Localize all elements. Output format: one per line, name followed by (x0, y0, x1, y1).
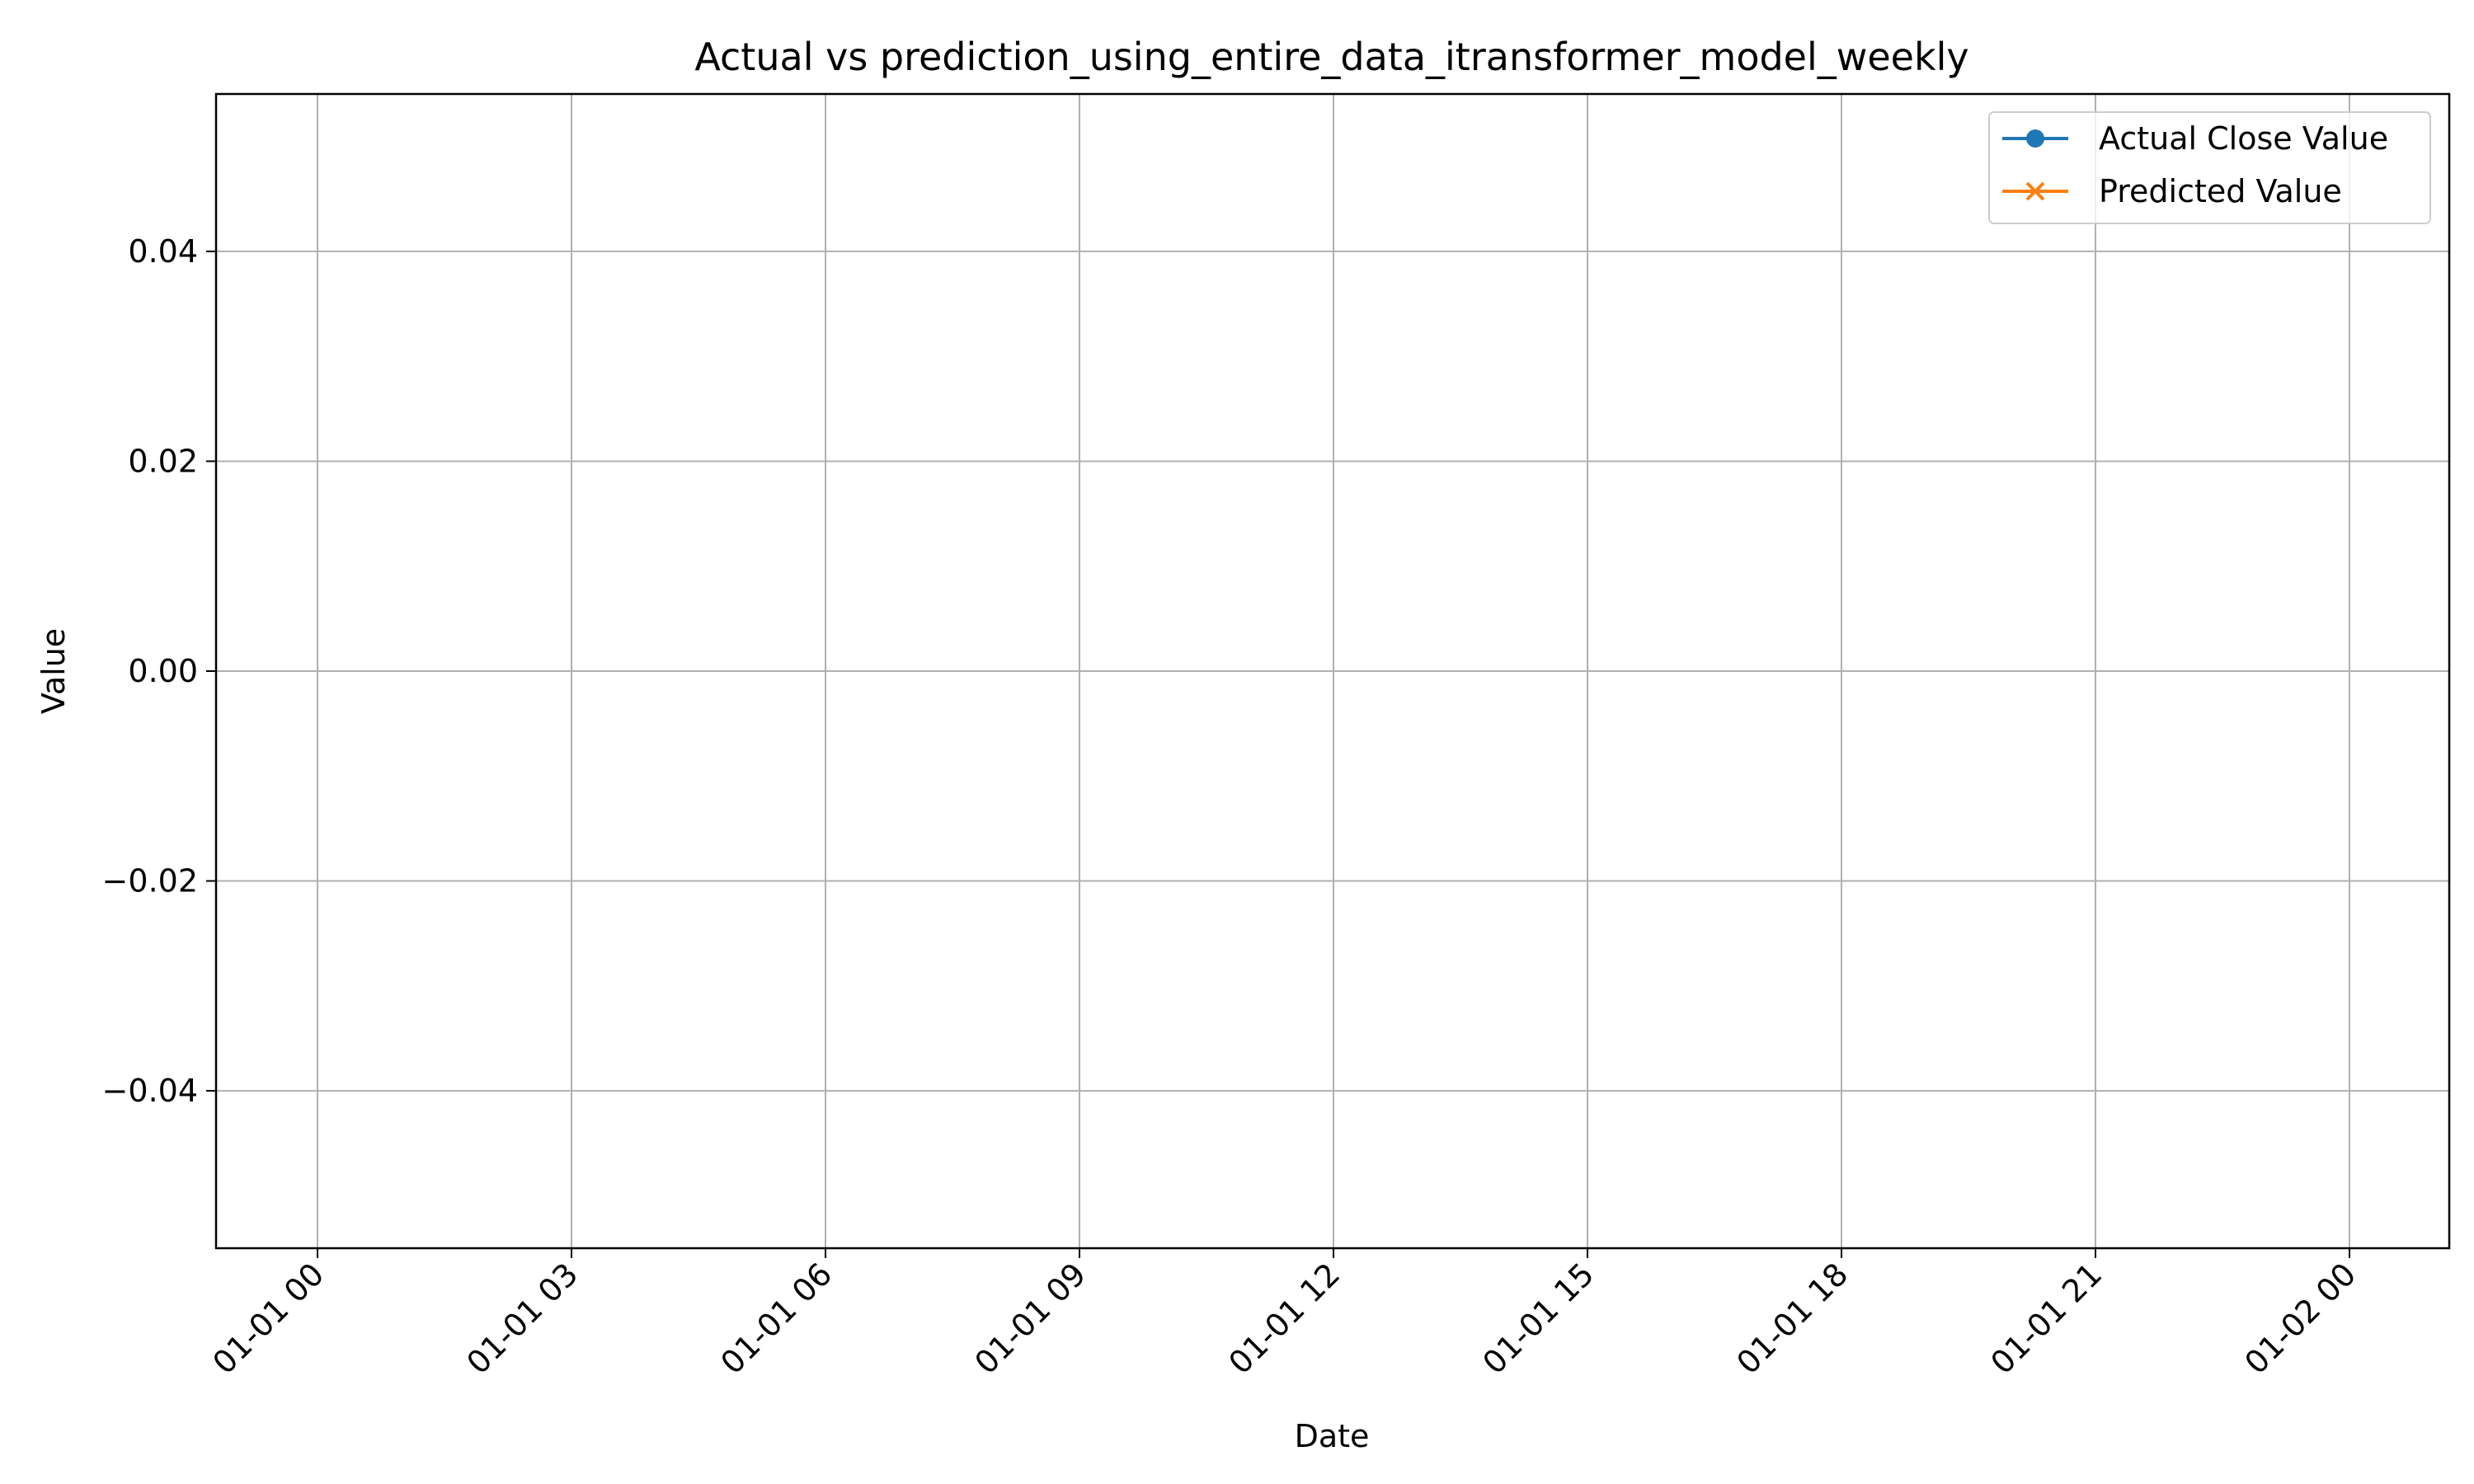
chart-title: Actual vs prediction_using_entire_data_i… (694, 35, 1968, 79)
legend: Actual Close Value Predicted Value (1988, 111, 2431, 224)
y-axis: 0.04 0.02 0.00 −0.02 −0.04 (102, 233, 216, 1109)
legend-marker-actual (2026, 129, 2044, 148)
x-marker-stroke (2025, 181, 2045, 201)
legend-label-predicted: Predicted Value (2099, 173, 2342, 209)
y-tick-label: 0.04 (128, 233, 198, 270)
y-tick-label: −0.04 (102, 1073, 198, 1109)
legend-box (1988, 111, 2431, 224)
y-axis-label: Value (35, 628, 72, 714)
legend-label-actual: Actual Close Value (2099, 120, 2388, 157)
y-tick-label: 0.02 (128, 443, 198, 479)
legend-marker-predicted (2025, 181, 2045, 201)
grid (216, 94, 2449, 1248)
x-axis-label: Date (1295, 1418, 1370, 1454)
y-tick-label: 0.00 (128, 653, 198, 689)
y-tick-label: −0.02 (102, 863, 198, 899)
